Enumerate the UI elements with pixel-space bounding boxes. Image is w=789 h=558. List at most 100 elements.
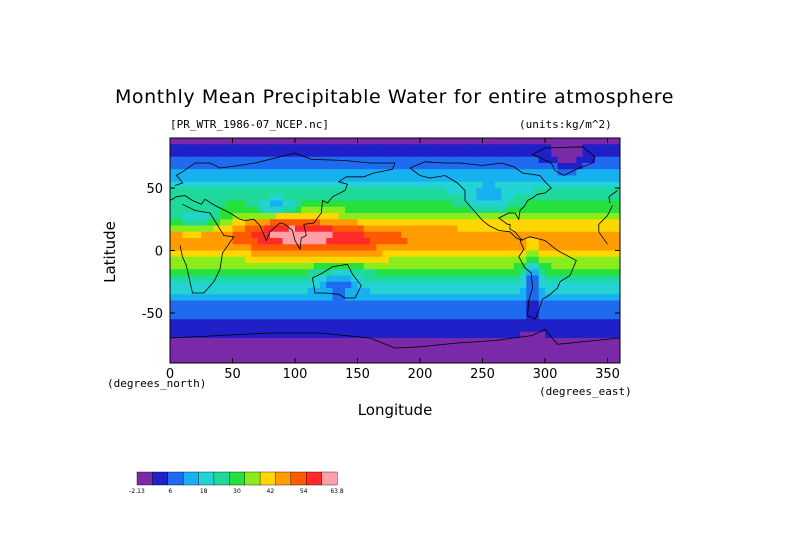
field-cell: [507, 350, 515, 358]
field-cell: [357, 294, 365, 301]
field-cell: [532, 331, 540, 339]
colorbar-swatch: [213, 471, 230, 486]
field-cell: [551, 150, 558, 158]
field-cell: [507, 175, 515, 183]
field-cell: [226, 144, 233, 151]
field-cell: [263, 269, 271, 276]
field-cell: [507, 263, 515, 270]
field-cell: [532, 219, 540, 226]
field-cell: [595, 300, 602, 308]
field-cell: [263, 294, 271, 301]
field-cell: [326, 175, 333, 183]
field-cell: [595, 231, 602, 239]
field-cell: [351, 194, 358, 201]
field-cell: [538, 338, 546, 345]
field-cell: [226, 150, 233, 158]
field-cell: [263, 238, 271, 245]
field-cell: [388, 319, 396, 326]
field-cell: [345, 300, 352, 308]
field-cell: [307, 288, 315, 295]
field-cell: [263, 331, 271, 339]
field-cell: [382, 256, 390, 264]
field-cell: [320, 325, 327, 333]
field-cell: [376, 213, 383, 220]
colorbar-swatch: [306, 471, 323, 486]
field-cell: [251, 175, 258, 183]
field-cell: [570, 256, 577, 264]
field-cell: [395, 281, 402, 289]
field-cell: [563, 244, 571, 251]
field-cell: [320, 350, 327, 358]
field-cell: [251, 331, 258, 339]
field-cell: [170, 150, 177, 158]
field-cell: [413, 175, 421, 183]
field-cell: [213, 300, 221, 308]
field-cell: [176, 275, 183, 283]
field-cell: [451, 169, 458, 176]
field-cell: [582, 219, 590, 226]
field-cell: [501, 350, 508, 358]
field-cell: [532, 275, 540, 283]
colorbar-swatch: [259, 471, 276, 486]
field-cell: [588, 256, 596, 264]
field-cell: [470, 294, 477, 301]
field-cell: [495, 194, 502, 201]
field-cell: [195, 256, 202, 264]
field-cell: [570, 300, 577, 308]
field-cell: [320, 275, 327, 283]
field-cell: [576, 138, 583, 145]
field-cell: [432, 294, 440, 301]
field-cell: [263, 138, 271, 145]
field-cell: [307, 244, 315, 251]
field-cell: [407, 294, 415, 301]
field-cell: [351, 188, 358, 195]
field-cell: [595, 356, 602, 363]
field-cell: [388, 163, 396, 170]
field-cell: [563, 294, 571, 301]
field-cell: [226, 231, 233, 239]
field-cell: [570, 200, 577, 208]
field-cell: [301, 200, 308, 208]
field-cell: [420, 206, 427, 214]
field-cell: [238, 300, 246, 308]
field-cell: [282, 350, 290, 358]
field-cell: [538, 138, 546, 145]
field-cell: [526, 225, 533, 233]
field-cell: [213, 150, 221, 158]
field-cell: [501, 269, 508, 276]
field-cell: [313, 294, 321, 301]
field-cell: [588, 181, 596, 189]
field-cell: [351, 181, 358, 189]
field-cell: [457, 200, 465, 208]
field-cell: [176, 238, 183, 245]
field-cell: [226, 338, 233, 345]
field-cell: [507, 306, 515, 314]
field-cell: [307, 175, 315, 183]
field-cell: [426, 219, 433, 226]
field-cell: [501, 175, 508, 183]
field-cell: [613, 206, 620, 214]
field-cell: [382, 188, 390, 195]
field-cell: [376, 350, 383, 358]
field-cell: [576, 331, 583, 339]
field-cell: [407, 175, 415, 183]
field-cell: [332, 219, 340, 226]
field-cell: [301, 256, 308, 264]
field-cell: [301, 194, 308, 201]
field-cell: [495, 163, 502, 170]
field-cell: [601, 300, 608, 308]
field-cell: [532, 288, 540, 295]
field-cell: [263, 344, 271, 351]
field-cell: [182, 269, 190, 276]
field-cell: [276, 256, 283, 264]
field-cell: [507, 188, 515, 195]
field-cell: [388, 356, 396, 363]
field-cell: [276, 325, 283, 333]
field-cell: [476, 256, 483, 264]
field-cell: [563, 313, 571, 320]
field-cell: [270, 306, 277, 314]
field-cell: [207, 294, 215, 301]
field-cell: [613, 331, 620, 339]
field-cell: [382, 163, 390, 170]
